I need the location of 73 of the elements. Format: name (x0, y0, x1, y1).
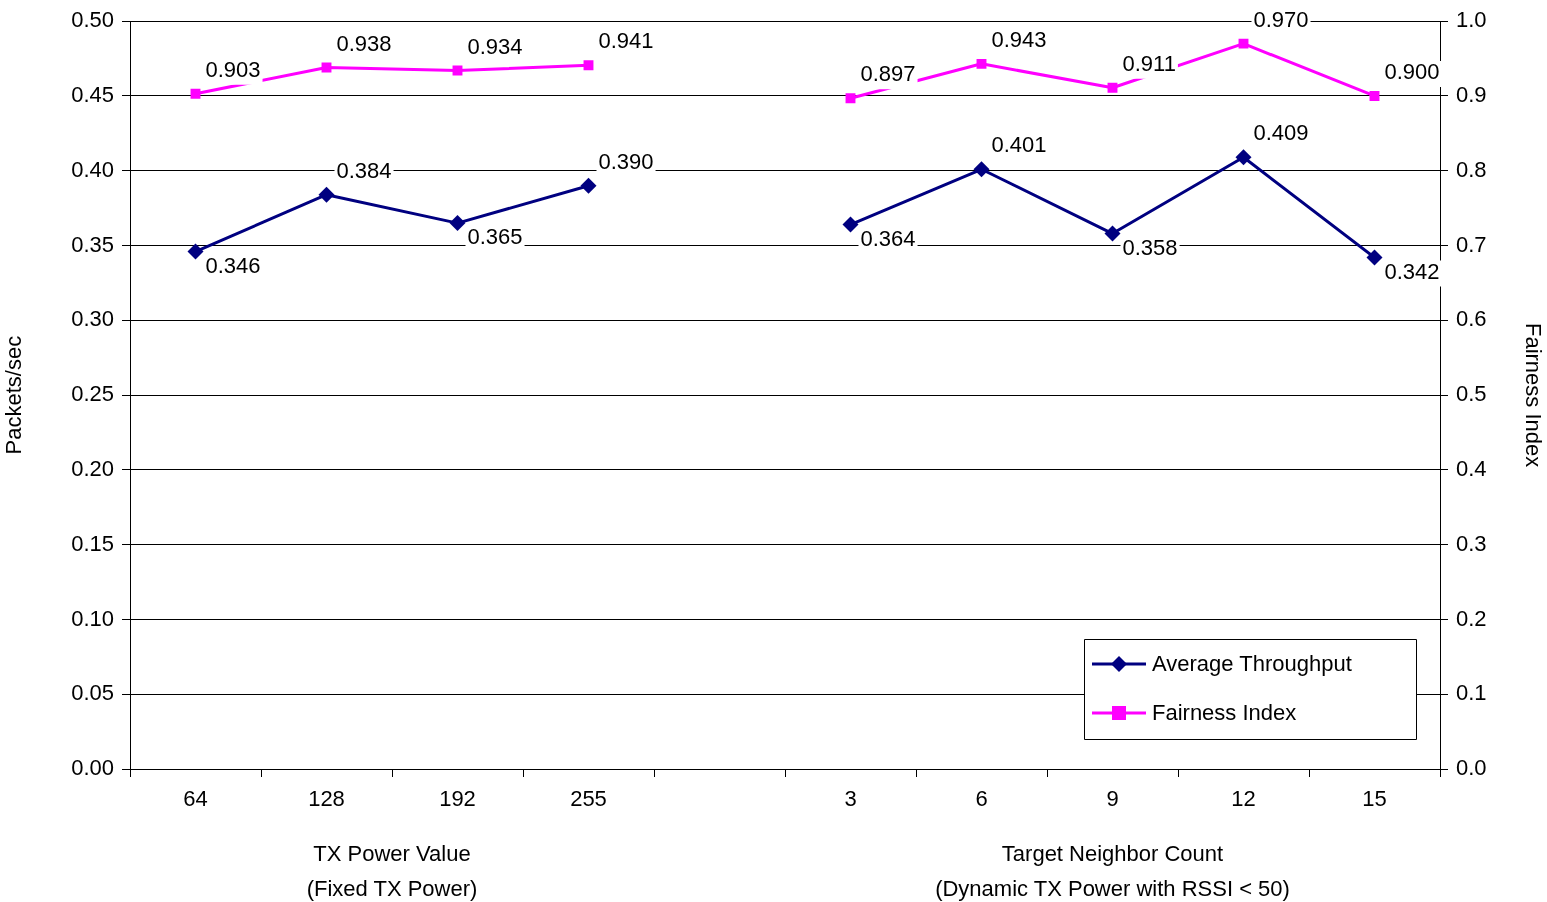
x-tick-label: 6 (975, 786, 988, 812)
point (580, 177, 597, 194)
y-tick-label: 0.50 (71, 7, 114, 33)
data-label: 0.943 (991, 26, 1047, 52)
point (973, 161, 990, 178)
point (318, 186, 335, 203)
point (1235, 149, 1252, 166)
y-tick-label: 0.30 (71, 306, 114, 332)
y-axis-title: Packets/sec (1, 335, 27, 455)
y-tick-label: 0.00 (71, 755, 114, 781)
point (187, 243, 204, 260)
y-tick-label: 0.20 (71, 455, 114, 481)
point (845, 93, 856, 104)
text: TX Power Value (Fixed TX Power) (306, 841, 478, 902)
x-tick-label: 9 (1106, 786, 1119, 812)
y-tick-label: 0.35 (71, 231, 114, 257)
data-label: 0.409 (1253, 120, 1309, 146)
point (1238, 38, 1249, 49)
x-tick-label: 3 (844, 786, 857, 812)
data-label: 0.342 (1384, 258, 1440, 284)
y-tick-label: 0.15 (71, 530, 114, 556)
y2-tick-label: 0.4 (1456, 455, 1487, 481)
data-label: 0.401 (991, 132, 1047, 158)
y-tick-label: 0.40 (71, 156, 114, 182)
data-label: 0.364 (860, 225, 916, 251)
x-tick-label: 255 (570, 786, 607, 812)
point (842, 216, 859, 233)
y2-tick-label: 0.7 (1456, 231, 1487, 257)
point (449, 215, 466, 232)
x-tick-label: 15 (1362, 786, 1387, 812)
x-tick-label: 192 (439, 786, 476, 812)
x-tick-label: 64 (183, 786, 208, 812)
data-label: 0.938 (336, 30, 392, 56)
data-label: 0.900 (1384, 59, 1440, 85)
point (1104, 225, 1121, 242)
y-tick-label: 0.05 (71, 680, 114, 706)
data-label: 0.911 (1122, 50, 1176, 76)
y-tick-label: 0.25 (71, 381, 114, 407)
y2-tick-label: 1.0 (1456, 7, 1487, 33)
y2-tick-label: 0.9 (1456, 82, 1487, 108)
y2-tick-label: 0.3 (1456, 530, 1487, 556)
text: Target Neighbor Count (Dynamic TX Power with RSSI < 50) (935, 841, 1290, 902)
point (321, 62, 332, 73)
y-tick-label: 0.45 (71, 82, 114, 108)
y2-tick-label: 0.2 (1456, 605, 1487, 631)
data-label: 0.897 (860, 61, 916, 87)
y2-tick-label: 0.1 (1456, 680, 1487, 706)
point (1107, 82, 1118, 93)
x-tick-label: 12 (1231, 786, 1256, 812)
data-label: 0.970 (1253, 6, 1309, 32)
point (452, 65, 463, 76)
data-label: 0.934 (467, 33, 523, 59)
data-label: 0.390 (598, 148, 654, 174)
legend-label: Average Throughput (1152, 651, 1352, 677)
data-label: 0.358 (1122, 234, 1178, 260)
y2-tick-label: 0.5 (1456, 381, 1487, 407)
legend-label: Fairness Index (1152, 700, 1297, 726)
y2-tick-label: 0.8 (1456, 156, 1487, 182)
y2-axis-title: Fairness Index (1520, 322, 1546, 468)
y2-tick-label: 0.6 (1456, 306, 1487, 332)
point (976, 58, 987, 69)
point (583, 60, 594, 71)
data-label: 0.941 (598, 28, 654, 54)
point (1366, 249, 1383, 266)
point (190, 88, 201, 99)
point (1369, 91, 1380, 101)
y2-tick-label: 0.0 (1456, 755, 1487, 781)
data-label: 0.346 (205, 252, 261, 278)
data-label: 0.903 (205, 56, 261, 82)
data-label: 0.384 (336, 157, 392, 183)
x-tick-label: 128 (308, 786, 345, 812)
y-tick-label: 0.10 (71, 605, 114, 631)
data-label: 0.365 (467, 224, 523, 250)
